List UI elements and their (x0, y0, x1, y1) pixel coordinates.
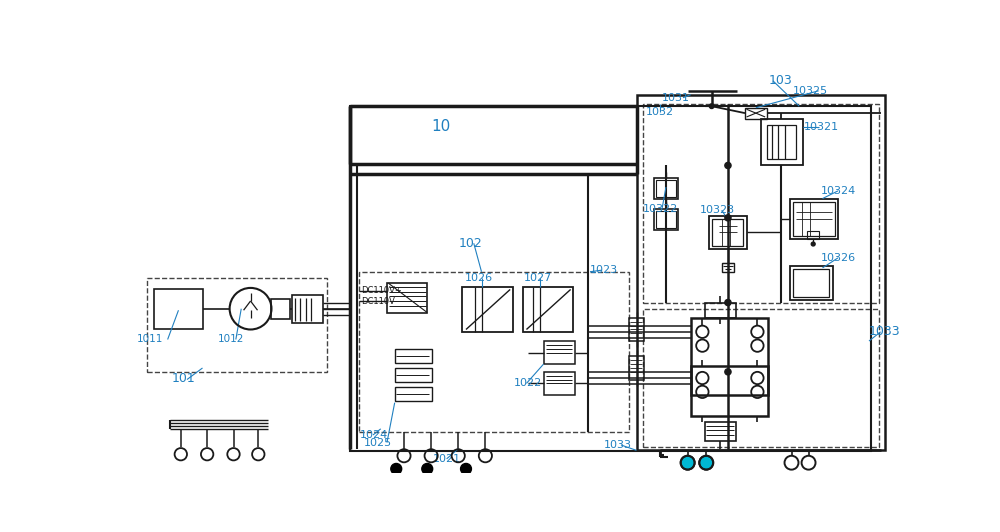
Bar (544, 372, 574, 395)
Bar (462, 287, 512, 332)
Bar (292, 295, 323, 322)
Bar (654, 178, 678, 200)
Bar (745, 108, 767, 119)
Text: 10: 10 (431, 120, 450, 135)
Bar (656, 180, 676, 197)
Text: 101: 101 (172, 371, 195, 385)
Text: 1032: 1032 (646, 106, 674, 117)
Circle shape (461, 463, 471, 474)
Bar (147, 278, 326, 372)
Bar (691, 365, 768, 415)
Text: 10321: 10321 (804, 122, 839, 132)
Text: 10323: 10323 (700, 205, 735, 215)
Bar (629, 356, 644, 379)
Bar (793, 202, 835, 236)
Bar (395, 349, 432, 363)
Bar (523, 287, 573, 332)
Bar (654, 209, 678, 230)
Text: 102: 102 (458, 237, 482, 250)
Bar (722, 262, 734, 272)
Text: 1033: 1033 (604, 440, 632, 450)
Bar (271, 298, 290, 319)
Circle shape (391, 463, 402, 474)
Bar (712, 219, 743, 246)
Text: 10322: 10322 (643, 204, 678, 214)
Bar (629, 318, 644, 341)
Bar (761, 119, 803, 165)
Bar (395, 387, 432, 401)
Text: 1033: 1033 (869, 325, 901, 338)
Circle shape (422, 463, 433, 474)
Circle shape (725, 300, 731, 305)
Bar (359, 272, 629, 432)
Text: 10326: 10326 (821, 253, 856, 263)
Circle shape (725, 215, 731, 221)
Circle shape (681, 456, 695, 470)
Text: 1021: 1021 (433, 454, 461, 464)
Text: 1011: 1011 (137, 335, 163, 345)
Circle shape (699, 456, 713, 470)
Circle shape (811, 242, 815, 246)
Text: 1026: 1026 (464, 273, 493, 283)
Text: 1023: 1023 (590, 265, 618, 275)
Text: DC110V-: DC110V- (361, 296, 398, 305)
Text: DC110V+: DC110V+ (361, 287, 402, 295)
Bar (767, 126, 796, 159)
Bar (637, 95, 885, 451)
Bar (387, 284, 427, 313)
Bar (705, 303, 736, 318)
Bar (709, 217, 747, 248)
Text: 1031: 1031 (662, 93, 690, 103)
Text: 1022: 1022 (514, 378, 542, 388)
Text: 10324: 10324 (821, 186, 856, 196)
Bar (154, 289, 203, 329)
Bar (643, 104, 879, 303)
Bar (656, 211, 676, 228)
Bar (790, 265, 833, 300)
Text: 10325: 10325 (793, 86, 828, 96)
Circle shape (709, 104, 714, 109)
Bar (790, 198, 838, 239)
Bar (793, 269, 829, 297)
Bar (705, 422, 736, 441)
Bar (643, 309, 879, 447)
Text: 1025: 1025 (364, 438, 392, 448)
Bar (807, 231, 819, 239)
Bar (350, 106, 871, 451)
Text: 1024: 1024 (360, 430, 388, 440)
Text: 1012: 1012 (218, 335, 244, 345)
Circle shape (725, 369, 731, 375)
Bar (395, 368, 432, 382)
Text: 103: 103 (768, 74, 792, 87)
Text: 1027: 1027 (524, 273, 552, 283)
Bar (691, 318, 768, 395)
Circle shape (725, 162, 731, 169)
Bar (544, 341, 574, 364)
